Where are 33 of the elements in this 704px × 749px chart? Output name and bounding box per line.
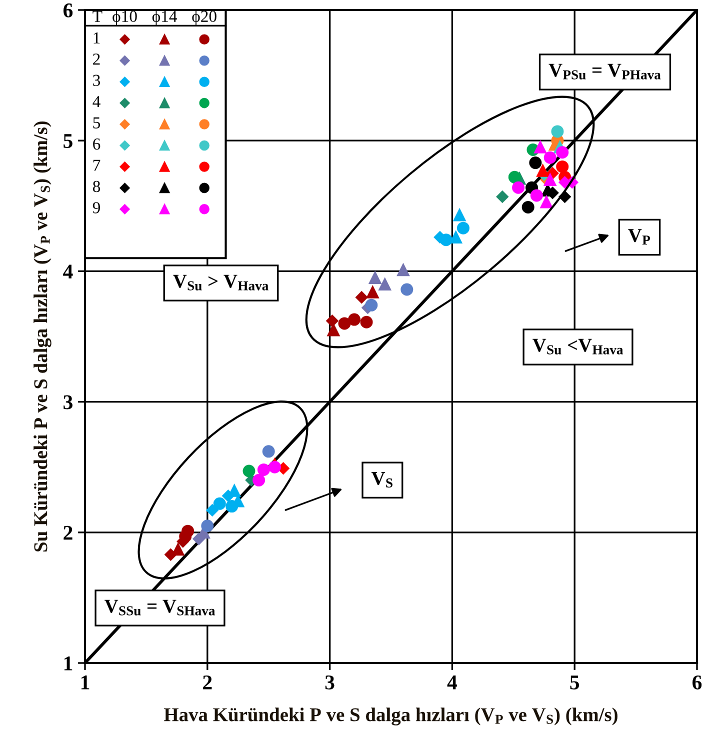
annotation: V$_{S}$ [371,472,392,488]
x-tick-label: 6 [692,675,702,690]
annotation: ϕ10 [112,10,137,26]
x-tick-label: 2 [203,675,212,690]
x-tick-label: 4 [447,676,458,690]
legend-label: 2 [93,54,100,65]
legend-label: 6 [93,138,100,150]
y-tick-label: 1 [64,656,72,670]
legend-label: 5 [93,117,100,128]
annotation: ϕ20 [192,10,216,26]
legend-label: 9 [92,202,100,214]
x-tick-label: 1 [81,676,90,690]
annotation: V$_{Su}$ > V$_{Hava}$ [173,274,268,290]
legend-label: 4 [92,96,100,108]
annotation: V$_{SSu}$ = V$_{SHava}$ [104,600,216,616]
y-tick-label: 6 [63,3,73,18]
annotation: V$_{P}$ [628,229,650,244]
annotation: ϕ14 [152,10,178,26]
legend-label: 3 [93,74,100,86]
y-tick-label: 2 [64,526,72,540]
y-axis-title: Su Küründeki P ve S dalga hızları (V$_{P}$ ve V$_{S}$) (km/s) [34,121,52,552]
legend-label: 7 [93,160,100,171]
legend-label: 8 [92,180,100,192]
y-tick-label: 3 [64,395,72,410]
x-tick-label: 3 [325,675,334,690]
y-tick-label: 5 [64,134,72,148]
y-tick-label: 4 [63,264,73,278]
x-axis-title: Hava Küründeki P ve S dalga hızları (V$_{P}$ ve V$_{S}$) (km/s) [164,708,618,726]
legend-title: T [92,10,102,22]
annotation: V$_{PSu}$ = V$_{PHava}$ [548,64,661,80]
legend-label: 1 [94,32,100,44]
annotation: V$_{Su}$ <V$_{Hava}$ [532,338,624,354]
x-tick-label: 5 [570,676,580,690]
